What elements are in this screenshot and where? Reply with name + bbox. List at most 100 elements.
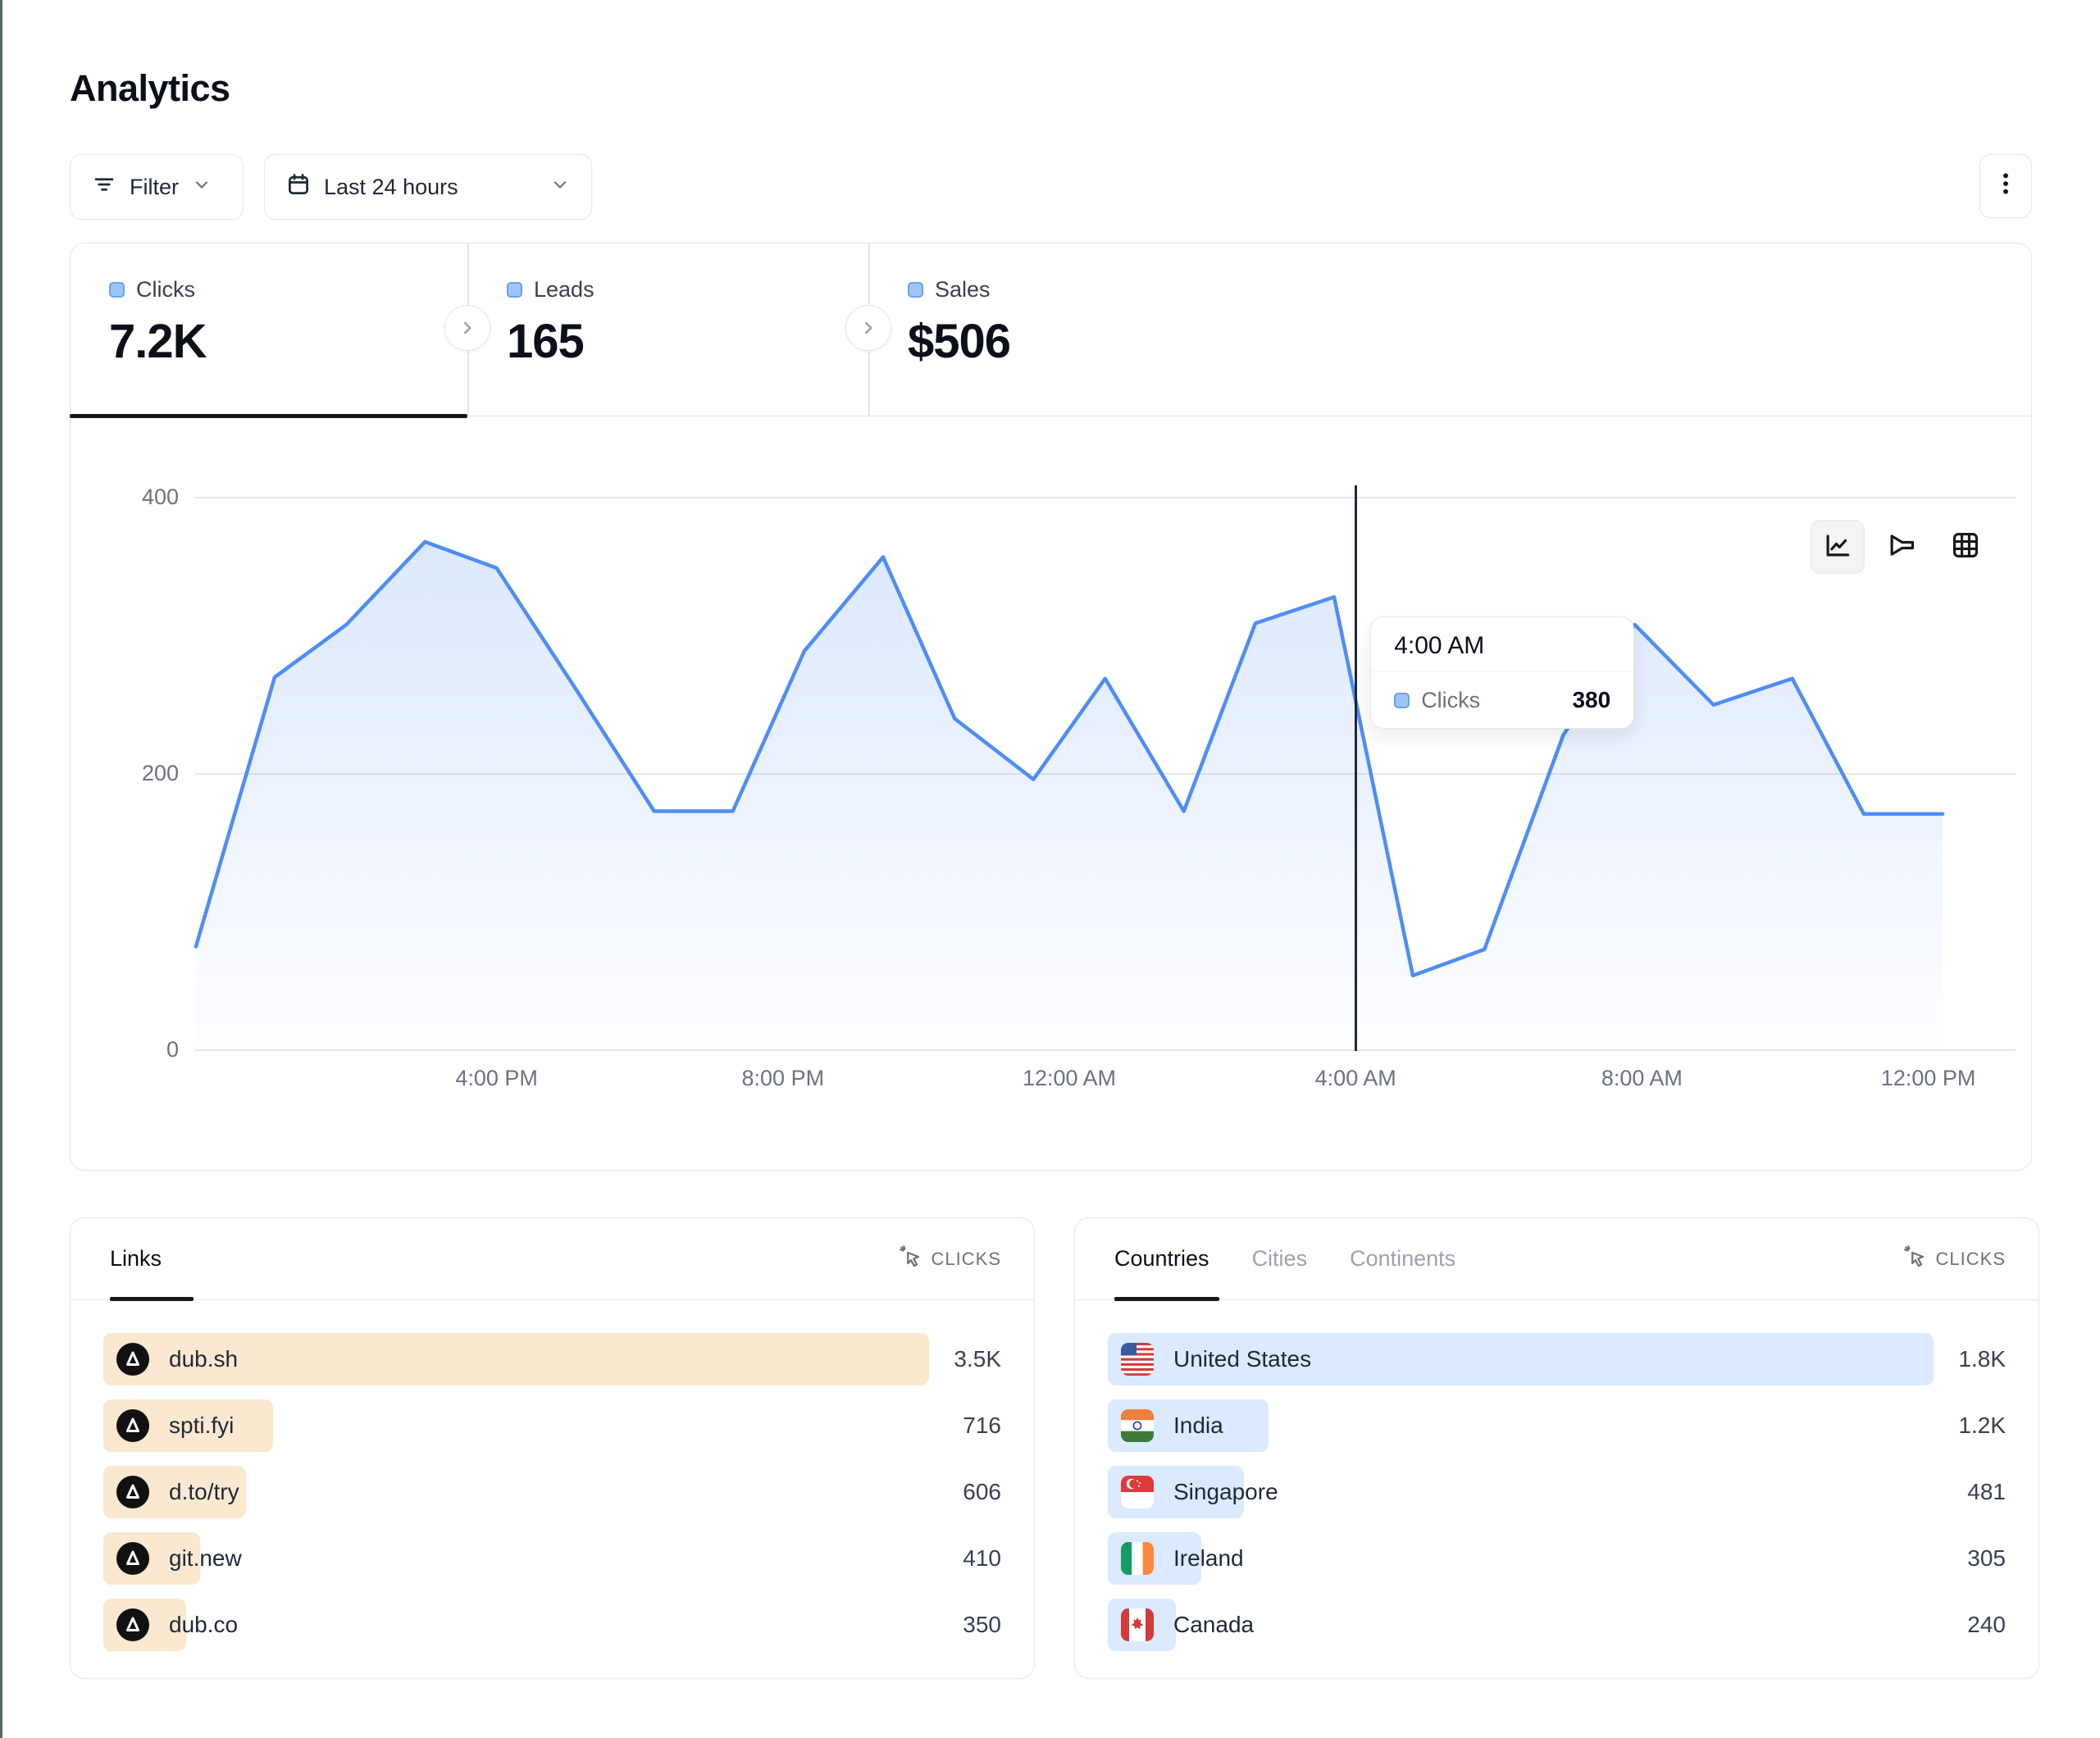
filter-button-label: Filter	[130, 174, 179, 199]
country-flag-icon	[1121, 1476, 1154, 1508]
row-label: d.to/try	[169, 1479, 239, 1504]
tab-continents[interactable]: Continents	[1350, 1246, 1456, 1271]
row-value-bar	[1108, 1333, 1934, 1385]
filter-button[interactable]: Filter	[70, 154, 244, 220]
row-label: git.new	[169, 1545, 242, 1571]
tooltip-series-label: Clicks	[1421, 687, 1481, 712]
row-label: United States	[1173, 1346, 1312, 1372]
metric-label: CLICKS	[1935, 1248, 2006, 1269]
link-row[interactable]: git.new 410	[103, 1532, 1001, 1585]
chart-tooltip: 4:00 AM Clicks 380	[1370, 616, 1635, 729]
tab-countries[interactable]: Countries	[1114, 1246, 1209, 1271]
leads-legend-swatch	[507, 282, 522, 298]
dub-logo-icon	[116, 1542, 149, 1575]
row-value-bar	[103, 1333, 930, 1385]
link-row[interactable]: d.to/try 606	[103, 1466, 1001, 1518]
link-row[interactable]: dub.co 350	[103, 1599, 1001, 1651]
row-value: 410	[963, 1545, 1001, 1571]
row-label: dub.sh	[169, 1346, 239, 1372]
stat-next-button[interactable]	[444, 305, 490, 351]
dub-logo-icon	[116, 1409, 149, 1442]
cursor-click-icon	[1903, 1244, 1928, 1274]
line-chart-view-button[interactable]	[1811, 520, 1865, 574]
dub-logo-icon	[116, 1343, 149, 1376]
stat-label: Clicks	[136, 277, 195, 302]
tooltip-value: 380	[1572, 687, 1611, 712]
geo-panel: Countries Cities Continents CLICKS United …	[1074, 1217, 2039, 1679]
x-axis-tick-label: 12:00 AM	[1022, 1066, 1117, 1090]
stat-label: Leads	[534, 277, 594, 302]
stat-next-button[interactable]	[845, 305, 891, 351]
x-axis-tick-label: 4:00 AM	[1314, 1066, 1396, 1090]
chevron-down-icon	[550, 175, 570, 200]
clicks-value: 7.2K	[109, 315, 207, 368]
tooltip-legend-swatch	[1394, 692, 1410, 708]
row-label: Singapore	[1173, 1479, 1278, 1504]
line-chart-icon	[1822, 530, 1853, 565]
chevron-down-icon	[192, 175, 212, 200]
sales-value: $506	[908, 315, 1011, 368]
country-row[interactable]: Ireland 305	[1108, 1532, 2006, 1585]
window-edge-strip	[0, 0, 2, 1738]
metric-selector[interactable]: CLICKS	[1903, 1244, 2006, 1274]
active-stat-underline	[70, 414, 467, 418]
clicks-legend-swatch	[109, 282, 125, 298]
calendar-icon	[286, 172, 311, 202]
metric-label: CLICKS	[931, 1248, 1001, 1269]
country-row[interactable]: India 1.2K	[1108, 1399, 2006, 1452]
date-range-button[interactable]: Last 24 hours	[264, 154, 592, 220]
row-value: 1.8K	[1958, 1346, 2006, 1372]
country-flag-icon	[1121, 1608, 1154, 1641]
x-axis-tick-label: 12:00 PM	[1880, 1066, 1976, 1090]
links-panel: Links CLICKS dub.sh 3.5K spti.fyi 716 d.to/t…	[70, 1217, 1035, 1679]
tooltip-time: 4:00 AM	[1371, 617, 1634, 672]
row-value: 606	[963, 1479, 1001, 1504]
tab-cities[interactable]: Cities	[1251, 1246, 1308, 1271]
funnel-icon	[1886, 530, 1917, 565]
x-axis-tick-label: 4:00 PM	[455, 1066, 538, 1090]
row-label: Canada	[1173, 1612, 1255, 1637]
chart-crosshair-line	[1354, 485, 1357, 1051]
stat-tab-leads[interactable]: Leads 165	[467, 243, 868, 416]
sales-legend-swatch	[908, 282, 923, 298]
chevron-right-icon	[463, 321, 471, 334]
row-value: 3.5K	[954, 1346, 1001, 1372]
chevron-right-icon	[864, 321, 872, 334]
row-label: dub.co	[169, 1612, 239, 1637]
row-value: 716	[963, 1413, 1001, 1438]
metric-selector[interactable]: CLICKS	[899, 1244, 1001, 1274]
funnel-view-button[interactable]	[1875, 520, 1929, 574]
link-row[interactable]: spti.fyi 716	[103, 1399, 1001, 1452]
country-row[interactable]: United States 1.8K	[1108, 1333, 2006, 1385]
row-value: 240	[1967, 1612, 2006, 1637]
tab-links[interactable]: Links	[110, 1246, 162, 1271]
table-view-button[interactable]	[1938, 520, 1993, 574]
kebab-menu-button[interactable]	[1979, 154, 2032, 218]
filter-icon	[92, 172, 116, 202]
y-axis-tick-label: 0	[166, 1037, 179, 1062]
country-flag-icon	[1121, 1343, 1154, 1376]
country-row[interactable]: Singapore 481	[1108, 1466, 2006, 1518]
country-row[interactable]: Canada 240	[1108, 1599, 2006, 1651]
stat-tab-sales[interactable]: Sales $506	[868, 243, 1360, 416]
page-title: Analytics	[70, 67, 230, 109]
row-value: 350	[963, 1612, 1001, 1637]
table-grid-icon	[1950, 530, 1981, 565]
row-label: India	[1173, 1413, 1223, 1438]
stat-label: Sales	[935, 277, 991, 302]
active-tab-underline	[1114, 1297, 1219, 1301]
kebab-menu-icon	[1993, 170, 2018, 203]
link-row[interactable]: dub.sh 3.5K	[103, 1333, 1001, 1385]
cursor-click-icon	[899, 1244, 923, 1274]
date-range-label: Last 24 hours	[324, 174, 458, 199]
dub-logo-icon	[116, 1608, 149, 1641]
row-value: 1.2K	[1958, 1413, 2006, 1438]
chart-view-toggles	[1811, 520, 1993, 574]
country-flag-icon	[1121, 1409, 1154, 1442]
active-tab-underline	[110, 1297, 194, 1301]
y-axis-tick-label: 400	[141, 485, 179, 509]
stat-tab-clicks[interactable]: Clicks 7.2K	[70, 243, 467, 418]
row-label: Ireland	[1173, 1545, 1244, 1571]
dub-logo-icon	[116, 1476, 149, 1508]
stats-strip: Clicks 7.2K Leads 165 Sales $506	[70, 243, 2032, 574]
